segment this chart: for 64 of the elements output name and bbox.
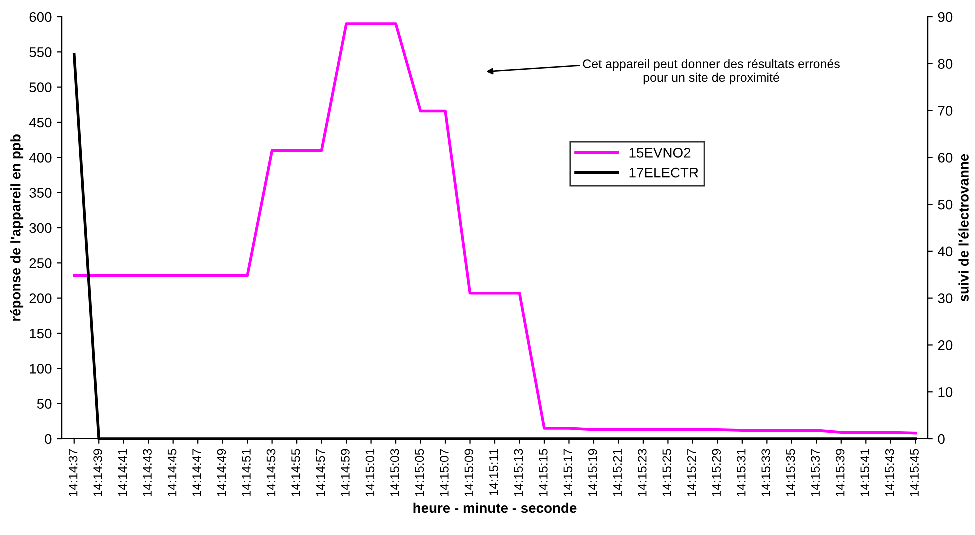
x-tick-label: 14:14:57 [316,449,326,496]
legend-label: 15EVNO2 [630,148,691,158]
x-tick-label: 14:15:19 [588,449,598,496]
x-tick-label: 14:14:53 [266,449,276,496]
x-tick-label: 14:15:13 [514,449,524,496]
x-tick-label: 14:15:29 [712,449,722,496]
x-tick-label: 14:15:37 [811,449,820,496]
x-tick-label: 14:14:47 [192,449,202,496]
x-tick-label: 14:14:59 [341,449,350,496]
x-tick-label: 14:15:07 [440,449,449,496]
y-tick-label: 400 [29,153,52,163]
y-tick-label: 200 [30,294,52,304]
x-tick-label: 14:15:43 [885,449,894,496]
legend-label: 17ELECTR [630,168,698,178]
y-tick-label: 50 [37,399,52,410]
y2-tick-label: 80 [938,59,953,70]
x-tick-label: 14:15:45 [910,449,919,496]
y-tick-label: 350 [30,188,52,198]
annotation: Cet appareil peut donner des résultats erronés pour un site de proximité [583,59,840,85]
y2-tick-label: 10 [938,387,953,398]
x-tick-label: 14:15:35 [786,449,796,496]
x-tick-label: 14:15:15 [539,449,548,496]
y2-tick-label: 90 [938,12,953,22]
y2-tick-label: 20 [938,340,953,350]
y2-axis-title: suivi de l'électrovanne [958,154,969,302]
y-tick-label: 600 [30,12,52,22]
y-tick-label: 150 [30,328,52,339]
y-tick-label: 550 [30,48,52,58]
y2-tick-label: 0 [938,434,945,444]
y2-tick-label: 50 [938,200,953,210]
y-tick-label: 500 [30,82,52,93]
x-tick-label: 14:14:55 [292,449,300,496]
x-tick-label: 14:15:11 [490,449,498,496]
y-tick-label: 450 [29,118,52,128]
y2-tick-label: 60 [938,153,953,163]
x-tick-label: 14:14:39 [94,449,102,496]
x-tick-label: 14:15:41 [860,449,870,496]
x-tick-label: 14:15:23 [638,449,647,496]
y-tick-label: 100 [30,364,52,374]
x-tick-label: 14:14:37 [68,449,78,496]
x-tick-label: 14:14:51 [242,449,251,496]
x-axis-title: heure - minute - seconde [414,502,577,514]
x-tick-label: 14:14:49 [217,449,226,496]
x-tick-label: 14:15:03 [390,449,400,496]
x-tick-label: 14:14:45 [168,449,177,496]
x-tick-label: 14:15:05 [415,449,424,496]
x-tick-label: 14:15:21 [613,449,622,496]
y2-tick-label: 40 [938,246,953,257]
x-tick-label: 14:14:43 [143,449,152,496]
x-tick-label: 14:15:33 [762,449,771,496]
x-tick-label: 14:15:31 [736,449,746,496]
y2-tick-label: 30 [938,294,953,304]
y-tick-label: 0 [45,434,52,444]
x-tick-label: 14:14:41 [118,449,128,496]
x-tick-label: 14:15:17 [564,449,573,496]
y-tick-label: 300 [30,223,52,234]
y-axis-title: réponse de l'appareil en ppb [10,134,24,321]
x-tick-label: 14:15:25 [662,449,672,496]
y-tick-label: 250 [30,258,52,268]
y2-tick-label: 70 [938,106,953,116]
x-tick-label: 14:15:09 [464,449,474,496]
x-tick-label: 14:15:39 [836,449,845,496]
x-tick-label: 14:15:27 [687,449,696,496]
x-tick-label: 14:15:01 [366,449,375,496]
